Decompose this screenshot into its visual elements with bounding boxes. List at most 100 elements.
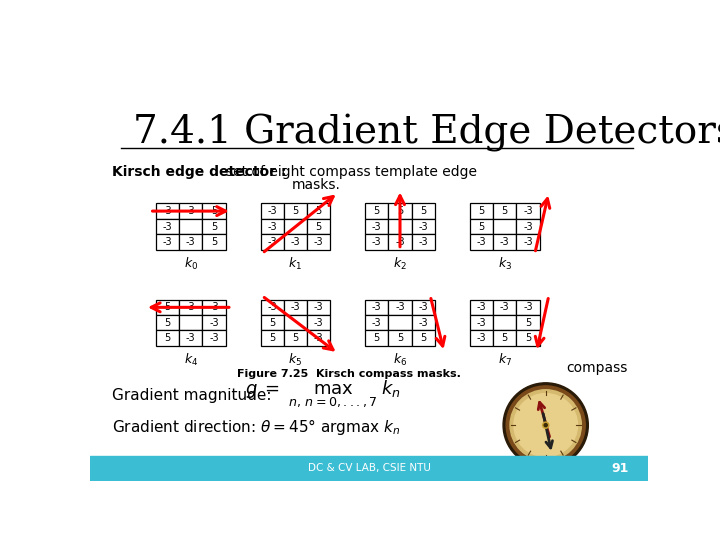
Bar	[261, 219, 284, 234]
Bar	[469, 330, 493, 346]
Text: $k_0$: $k_0$	[184, 256, 198, 272]
Bar	[365, 315, 388, 330]
Text: 5: 5	[164, 318, 171, 328]
Text: 5: 5	[525, 318, 531, 328]
Text: Gradient direction: $\theta = 45\degree$ argmax $k_n$: Gradient direction: $\theta = 45\degree$…	[112, 417, 400, 437]
Bar	[307, 234, 330, 249]
Bar	[179, 234, 202, 249]
Circle shape	[506, 386, 585, 464]
Text: 5: 5	[420, 333, 426, 343]
Text: 5: 5	[292, 333, 299, 343]
Text: -3: -3	[210, 302, 219, 312]
Text: -3: -3	[267, 237, 277, 247]
Text: -3: -3	[372, 237, 382, 247]
Text: -3: -3	[477, 302, 486, 312]
Text: $g\;=\;\underset{n,\,n=0,...,7}{\max}\;k_n$: $g\;=\;\underset{n,\,n=0,...,7}{\max}\;k…	[245, 379, 401, 410]
Bar	[469, 219, 493, 234]
Text: -3: -3	[163, 237, 172, 247]
Bar	[307, 330, 330, 346]
Text: -3: -3	[267, 221, 277, 232]
Bar	[469, 315, 493, 330]
Text: -3: -3	[314, 333, 323, 343]
Text: 5: 5	[478, 221, 485, 232]
Bar	[412, 300, 435, 315]
Bar	[202, 330, 225, 346]
Bar	[90, 456, 648, 481]
Text: -3: -3	[418, 302, 428, 312]
Text: 5: 5	[397, 206, 403, 216]
Text: DC & CV LAB, CSIE NTU: DC & CV LAB, CSIE NTU	[307, 463, 431, 473]
Text: -3: -3	[186, 237, 196, 247]
Text: 5: 5	[211, 237, 217, 247]
Text: -3: -3	[477, 333, 486, 343]
Text: -3: -3	[210, 318, 219, 328]
Bar	[365, 219, 388, 234]
Bar	[516, 330, 539, 346]
Bar	[516, 219, 539, 234]
Bar	[493, 300, 516, 315]
Bar	[284, 234, 307, 249]
Text: 7.4.1 Gradient Edge Detectors (HW): 7.4.1 Gradient Edge Detectors (HW)	[132, 113, 720, 152]
Bar	[156, 315, 179, 330]
Bar	[516, 204, 539, 219]
Text: 5: 5	[211, 221, 217, 232]
Circle shape	[544, 423, 547, 427]
Text: -3: -3	[477, 237, 486, 247]
Text: -3: -3	[314, 318, 323, 328]
Text: Figure 7.25  Kirsch compass masks.: Figure 7.25 Kirsch compass masks.	[238, 369, 461, 379]
Text: Gradient magnitude:: Gradient magnitude:	[112, 388, 271, 403]
Bar	[307, 315, 330, 330]
Text: $k_7$: $k_7$	[498, 352, 512, 368]
Circle shape	[503, 383, 588, 468]
Bar	[284, 219, 307, 234]
Text: 5: 5	[478, 206, 485, 216]
Bar	[284, 204, 307, 219]
Bar	[261, 204, 284, 219]
Bar	[516, 234, 539, 249]
Text: $k_5$: $k_5$	[288, 352, 302, 368]
Text: -3: -3	[372, 302, 382, 312]
Text: -3: -3	[314, 302, 323, 312]
Bar	[516, 300, 539, 315]
Text: -3: -3	[418, 221, 428, 232]
Text: 5: 5	[525, 333, 531, 343]
Text: compass: compass	[566, 361, 627, 375]
Text: -3: -3	[291, 302, 300, 312]
Text: -3: -3	[523, 302, 533, 312]
Circle shape	[543, 422, 549, 428]
Text: $k_6$: $k_6$	[393, 352, 407, 368]
Bar	[307, 219, 330, 234]
Text: -3: -3	[418, 237, 428, 247]
Bar	[284, 300, 307, 315]
Text: -3: -3	[418, 318, 428, 328]
Bar	[156, 219, 179, 234]
Bar	[493, 204, 516, 219]
Text: 5: 5	[374, 333, 380, 343]
Text: -3: -3	[523, 206, 533, 216]
Bar	[388, 315, 412, 330]
Bar	[388, 204, 412, 219]
Circle shape	[510, 390, 581, 461]
Text: 5: 5	[269, 318, 275, 328]
Text: 5: 5	[502, 206, 508, 216]
Text: 5: 5	[374, 206, 380, 216]
Bar	[365, 300, 388, 315]
Bar	[469, 204, 493, 219]
Text: -3: -3	[291, 237, 300, 247]
Bar	[179, 300, 202, 315]
Text: -3: -3	[500, 302, 510, 312]
Bar	[202, 234, 225, 249]
Bar	[365, 234, 388, 249]
Bar	[156, 300, 179, 315]
Bar	[412, 315, 435, 330]
Text: 5: 5	[397, 333, 403, 343]
Text: -3: -3	[500, 237, 510, 247]
Bar	[493, 234, 516, 249]
Bar	[307, 204, 330, 219]
Bar	[179, 330, 202, 346]
Bar	[365, 204, 388, 219]
Text: -3: -3	[186, 302, 196, 312]
Bar	[156, 234, 179, 249]
Text: -3: -3	[477, 318, 486, 328]
Text: set of eight compass template edge: set of eight compass template edge	[226, 165, 477, 179]
